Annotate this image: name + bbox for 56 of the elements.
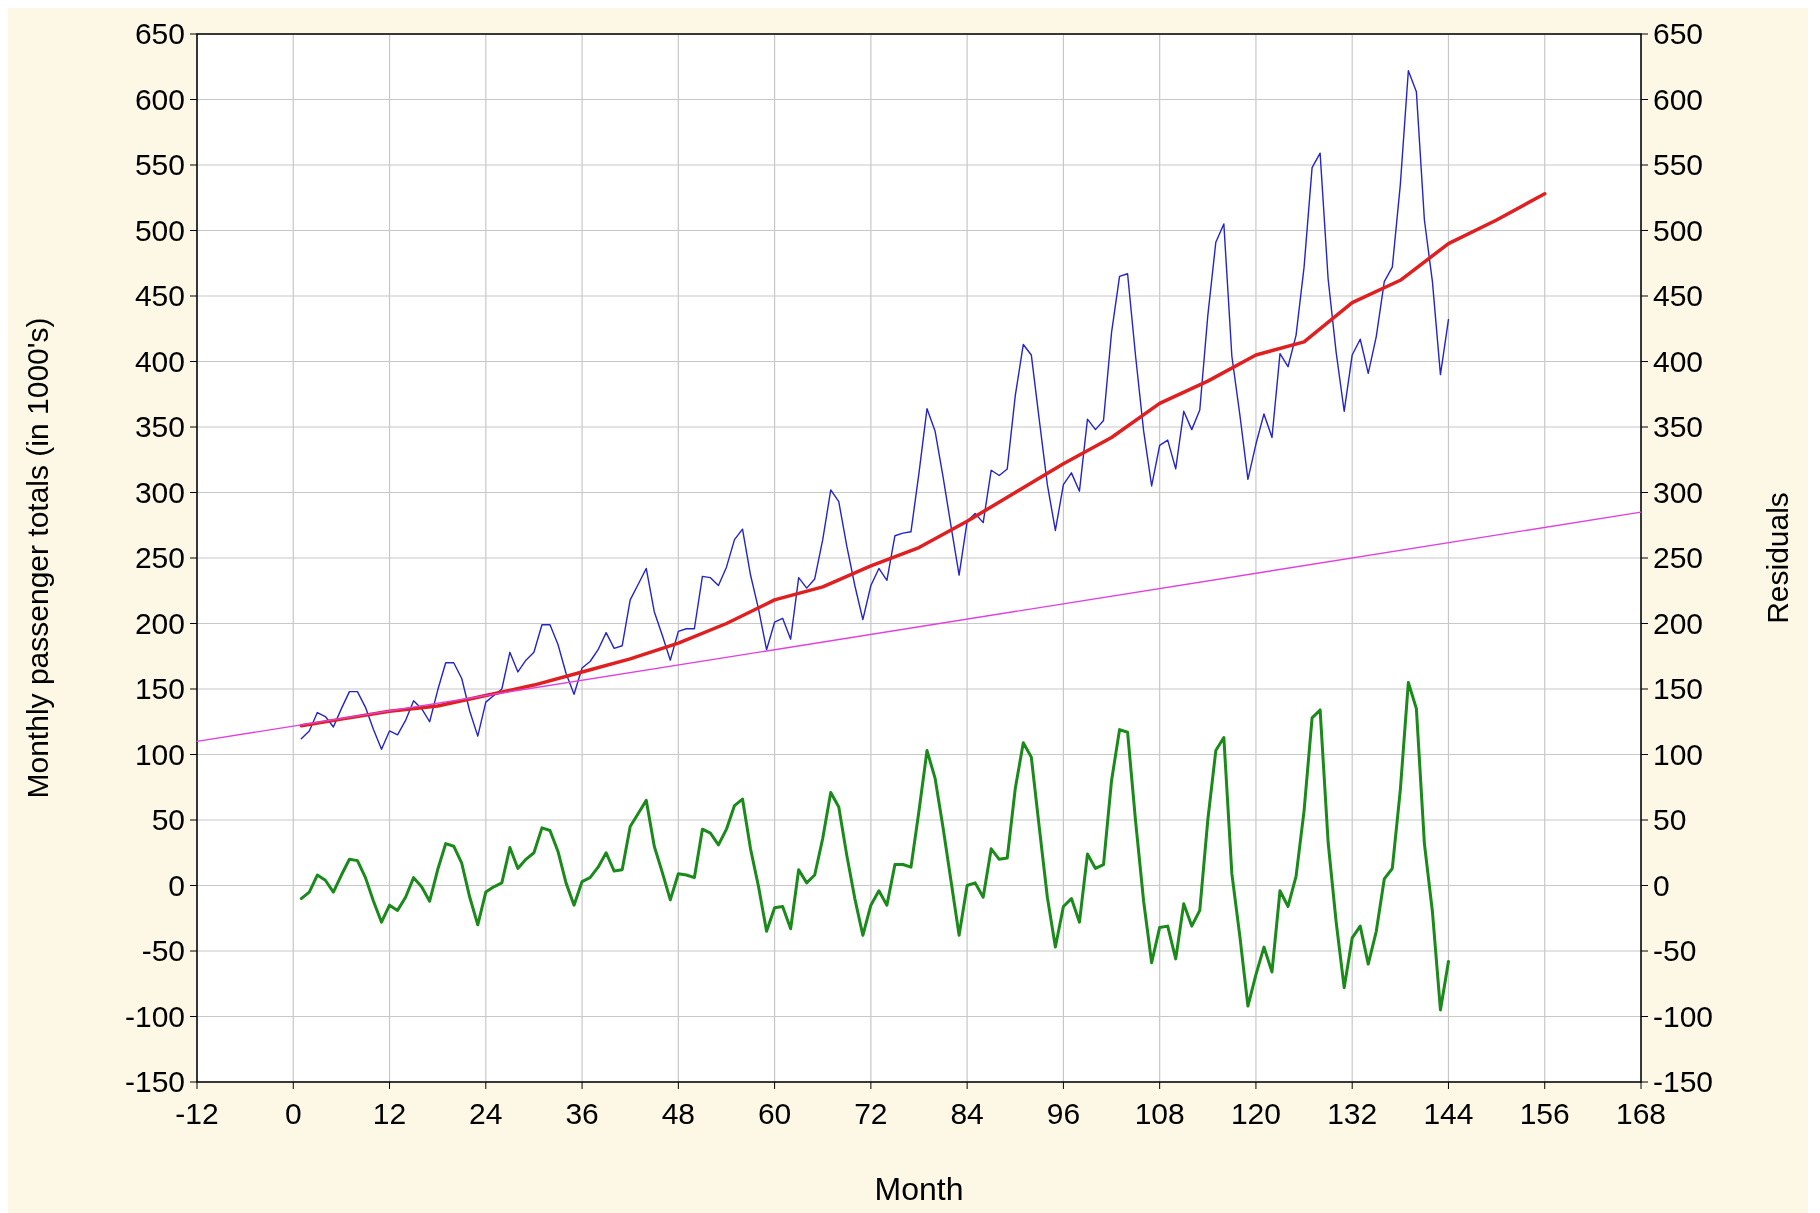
- x-tick-label: 24: [469, 1097, 503, 1130]
- y2-tick-label: 0: [1653, 868, 1670, 902]
- y-tick-label: 300: [134, 475, 185, 509]
- x-tick-label: 168: [1615, 1097, 1667, 1130]
- line-series: [300, 69, 1450, 750]
- y2-tick-label: 200: [1653, 606, 1704, 640]
- y-tick-label: -100: [124, 999, 185, 1033]
- y-tick-label: 250: [134, 541, 185, 574]
- y2-tick-label: 550: [1653, 148, 1704, 181]
- y2-tick-label: -150: [1653, 1065, 1714, 1098]
- y2-tick-label: 350: [1653, 410, 1704, 443]
- y-axis-title: Monthly passenger totals (in 1000's): [21, 317, 54, 799]
- x-tick-label: 120: [1230, 1097, 1281, 1130]
- y-tick-label: 200: [134, 606, 185, 640]
- x-tick-label: 156: [1519, 1097, 1570, 1130]
- y2-tick-label: 100: [1653, 737, 1704, 771]
- y-tick-label: 400: [134, 344, 185, 378]
- y-tick-label: -50: [141, 934, 185, 967]
- y2-tick-label: 650: [1653, 17, 1704, 50]
- x-tick-label: 0: [284, 1097, 302, 1130]
- y-tick-label: 150: [134, 672, 185, 705]
- x-tick-label: 96: [1046, 1097, 1081, 1130]
- y2-tick-label: 400: [1653, 344, 1704, 378]
- x-tick-label: 60: [757, 1097, 792, 1130]
- x-tick-label: -12: [175, 1097, 219, 1130]
- y-tick-label: 500: [134, 213, 185, 247]
- x-tick-label: 132: [1327, 1097, 1378, 1130]
- y2-tick-label: -100: [1653, 999, 1714, 1033]
- line-series: [299, 680, 1450, 1012]
- x-axis-title: Month: [874, 1171, 964, 1207]
- x-tick-label: 72: [854, 1097, 888, 1130]
- y-tick-label: -150: [124, 1065, 185, 1098]
- y-tick-label: 450: [134, 279, 185, 312]
- y-tick-label: 100: [134, 737, 185, 771]
- y2-tick-label: 150: [1653, 672, 1704, 705]
- x-tick-label: 144: [1423, 1097, 1474, 1130]
- x-tick-label: 12: [372, 1097, 407, 1130]
- y-tick-label: 600: [134, 82, 185, 116]
- y-tick-label: 0: [168, 868, 185, 902]
- x-tick-label: 48: [661, 1097, 696, 1130]
- y2-tick-label: 300: [1653, 475, 1704, 509]
- y2-tick-label: 50: [1653, 803, 1687, 836]
- x-tick-label: 108: [1134, 1097, 1185, 1130]
- x-tick-label: 84: [950, 1097, 984, 1130]
- y2-tick-label: 250: [1653, 541, 1704, 574]
- y2-tick-label: 500: [1653, 213, 1704, 247]
- y2-tick-label: -50: [1653, 934, 1697, 967]
- y-tick-label: 650: [134, 17, 185, 50]
- y-tick-label: 350: [134, 410, 185, 443]
- y-tick-label: 50: [151, 803, 185, 836]
- y-tick-label: 550: [134, 148, 185, 181]
- y2-tick-label: 600: [1653, 82, 1704, 116]
- x-tick-label: 36: [565, 1097, 599, 1130]
- line-series: [299, 192, 1547, 728]
- y2-axis-title: Residuals: [1761, 492, 1794, 624]
- y2-tick-label: 450: [1653, 279, 1704, 312]
